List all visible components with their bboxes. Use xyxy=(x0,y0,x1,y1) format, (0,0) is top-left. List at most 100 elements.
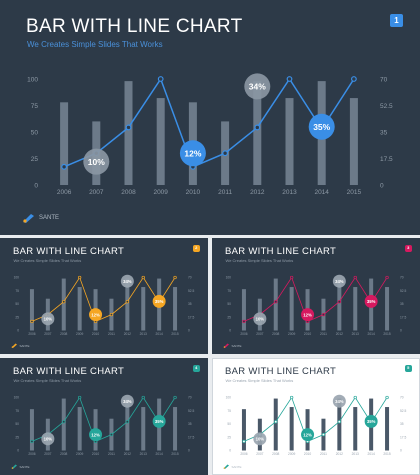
annotation-label: 34% xyxy=(335,399,344,404)
bar-2012 xyxy=(125,398,130,451)
brush-logo-icon xyxy=(23,214,34,223)
bar-2006 xyxy=(241,409,246,451)
x-tick-label: 2007 xyxy=(89,189,104,196)
y-right-tick-label: 17.5 xyxy=(188,315,195,319)
bar-line-chart: 0 25 50 75 100 0 17.5 35 52.5 70 2006 2007 2008 2009 2… xyxy=(14,394,195,456)
line-point-2006 xyxy=(61,163,67,170)
x-tick-label: 2014 xyxy=(156,452,163,456)
x-tick-label: 2009 xyxy=(76,332,83,336)
line-point-2008 xyxy=(274,420,278,424)
annotation-bubble: 12% xyxy=(301,428,315,442)
bar-2013 xyxy=(141,407,146,451)
x-tick-label: 2015 xyxy=(383,332,390,336)
brand-logo: SANTE xyxy=(11,464,30,469)
slide-number-badge: 3 xyxy=(405,245,412,252)
bar-2008 xyxy=(273,398,278,451)
line-point-2015 xyxy=(385,395,389,400)
x-tick-label: 2008 xyxy=(272,452,279,456)
bar-line-chart: 0 25 50 75 100 0 17.5 35 52.5 70 2006 2007 2008 2009 2… xyxy=(226,274,407,336)
annotation-bubble: 34% xyxy=(332,274,346,288)
y-left-tick-label: 0 xyxy=(17,449,19,453)
brand-logo: SANTE xyxy=(22,213,59,223)
x-tick-label: 2013 xyxy=(282,189,297,196)
brand-name: SANTE xyxy=(39,215,60,221)
x-tick-label: 2010 xyxy=(304,452,311,456)
brand-name: SANTE xyxy=(19,343,30,348)
bar-2012 xyxy=(337,398,342,451)
annotation-bubble: 10% xyxy=(41,432,55,446)
annotation-label: 12% xyxy=(303,432,312,437)
line-point-2008 xyxy=(125,124,132,131)
bar-2015 xyxy=(173,287,178,331)
annotation-bubble: 10% xyxy=(253,312,267,326)
slide-title: BAR WITH LINE CHART xyxy=(225,366,337,377)
y-right-tick-label: 70 xyxy=(188,396,192,400)
annotation-bubble: 34% xyxy=(120,394,134,408)
line-point-2013 xyxy=(141,275,145,280)
line-series xyxy=(243,396,388,442)
line-point-2015 xyxy=(351,76,357,82)
y-right-tick-label: 35 xyxy=(400,302,404,306)
annotation-label: 35% xyxy=(367,419,376,424)
x-tick-label: 2010 xyxy=(92,452,99,456)
y-left-tick-label: 75 xyxy=(15,409,19,413)
annotation-label: 34% xyxy=(123,399,132,404)
x-tick-label: 2007 xyxy=(256,332,263,336)
bar-2013 xyxy=(141,287,146,331)
x-tick-label: 2006 xyxy=(28,332,35,336)
y-left-tick-label: 0 xyxy=(34,182,38,189)
slide-thumb-pink[interactable]: BAR WITH LINE CHART We Creates Simple Sli… xyxy=(212,238,420,354)
bar-2012 xyxy=(337,278,342,331)
y-right-tick-label: 70 xyxy=(188,276,192,280)
slide-subtitle: We Creates Simple Slides That Works xyxy=(225,258,294,263)
line-point-2009 xyxy=(77,275,82,280)
slide-number-badge: 4 xyxy=(193,365,200,372)
x-tick-label: 2011 xyxy=(320,332,327,336)
y-left-tick-label: 0 xyxy=(229,329,231,333)
x-tick-label: 2014 xyxy=(314,189,329,196)
slide-subtitle: We Creates Simple Slides That Works xyxy=(27,40,163,49)
line-series xyxy=(63,77,355,168)
x-tick-label: 2015 xyxy=(383,452,390,456)
y-left-tick-label: 50 xyxy=(15,422,19,426)
y-left-tick-label: 25 xyxy=(227,435,231,439)
line-point-2011 xyxy=(321,432,326,437)
x-tick-label: 2010 xyxy=(186,189,201,196)
bar-2013 xyxy=(353,407,358,451)
slide-thumb-orange[interactable]: BAR WITH LINE CHART We Creates Simple Sli… xyxy=(0,238,208,354)
annotation-label: 10% xyxy=(44,316,53,321)
y-right-tick-label: 0 xyxy=(188,329,190,333)
y-left-tick-label: 75 xyxy=(227,409,231,413)
y-right-tick-label: 70 xyxy=(380,76,388,83)
annotation-bubble: 34% xyxy=(244,73,271,100)
bar-2008 xyxy=(61,398,66,451)
slide-title: BAR WITH LINE CHART xyxy=(225,246,337,257)
slide-subtitle: We Creates Simple Slides That Works xyxy=(225,378,294,383)
annotation-bubble: 35% xyxy=(364,294,378,308)
annotation-bubble: 35% xyxy=(364,414,378,428)
slide-thumb-light[interactable]: BAR WITH LINE CHART We Creates Simple Sli… xyxy=(212,358,420,475)
x-tick-label: 2008 xyxy=(60,452,67,456)
annotation-bubble: 35% xyxy=(308,113,335,140)
x-tick-label: 2008 xyxy=(60,332,67,336)
annotation-bubble: 34% xyxy=(332,394,346,408)
annotation-label: 35% xyxy=(155,419,164,424)
line-point-2011 xyxy=(109,312,114,317)
y-right-tick-label: 17.5 xyxy=(188,435,195,439)
bar-2006 xyxy=(60,102,69,185)
bar-2009 xyxy=(289,287,294,331)
y-left-tick-label: 50 xyxy=(227,302,231,306)
bar-2008 xyxy=(124,81,133,185)
slide-thumb-teal[interactable]: BAR WITH LINE CHART We Creates Simple Sli… xyxy=(0,358,208,475)
slide-title: BAR WITH LINE CHART xyxy=(13,246,125,257)
y-right-tick-label: 17.5 xyxy=(380,156,393,163)
slide-main: BAR WITH LINE CHART We Creates Simple Sli… xyxy=(0,0,420,235)
line-point-2013 xyxy=(286,76,293,82)
line-point-2013 xyxy=(353,395,357,400)
annotation-label: 12% xyxy=(91,432,100,437)
x-tick-label: 2008 xyxy=(121,189,136,196)
y-right-tick-label: 0 xyxy=(380,182,384,189)
x-tick-label: 2012 xyxy=(124,332,131,336)
y-right-tick-label: 52.5 xyxy=(400,289,407,293)
annotation-bubble: 12% xyxy=(301,308,315,322)
